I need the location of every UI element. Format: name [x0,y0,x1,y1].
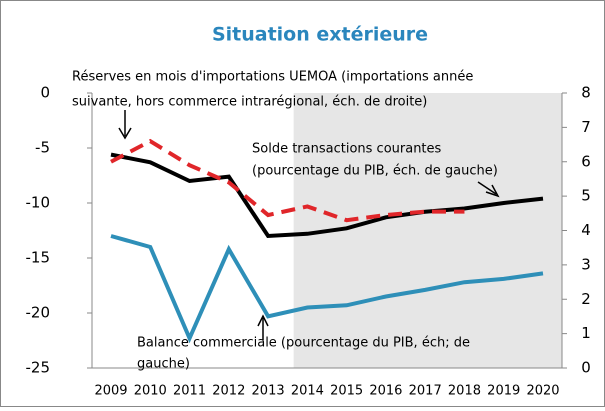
y-tick-label: -10 [26,194,51,212]
x-tick-label: 2012 [212,384,245,399]
y-tick-label: -25 [26,359,51,377]
y-tick-label: -5 [35,139,50,157]
y2-tick-label: 1 [581,324,591,342]
annotation: (pourcentage du PIB, éch. de gauche) [252,164,498,179]
series-line [110,234,544,344]
x-tick-label: 2011 [173,384,206,399]
series-line [110,152,544,239]
y-tick-label: -20 [26,304,51,322]
annotation: gauche) [137,357,190,372]
y-tick-label: -15 [26,249,51,267]
y2-tick-label: 3 [581,255,591,273]
y2-tick-label: 7 [581,118,591,136]
x-tick-label: 2015 [330,384,363,399]
annotation: Balance commerciale (pourcentage du PIB,… [137,336,470,351]
x-tick-label: 2020 [526,384,559,399]
x-tick-label: 2013 [252,384,285,399]
y2-tick-label: 8 [581,84,591,102]
x-tick-label: 2016 [369,384,402,399]
y2-tick-label: 5 [581,187,591,205]
y-tick-label: 0 [40,84,50,102]
y2-tick-label: 4 [581,221,591,239]
series-line [110,138,465,223]
y2-tick-label: 6 [581,152,591,170]
chart-title: Situation extérieure [212,24,428,46]
annotation: Solde transactions courantes [252,142,442,157]
annotation: Réserves en mois d'importations UEMOA (i… [72,70,473,85]
x-tick-label: 2017 [409,384,442,399]
x-tick-label: 2018 [448,384,481,399]
x-tick-label: 2009 [94,384,127,399]
x-tick-label: 2014 [291,384,324,399]
x-tick-label: 2019 [487,384,520,399]
y2-tick-label: 2 [581,290,591,308]
y2-tick-label: 0 [581,359,591,377]
x-tick-label: 2010 [134,384,167,399]
annotation: suivante, hors commerce intrarégional, é… [72,95,427,110]
arrows [118,110,500,340]
